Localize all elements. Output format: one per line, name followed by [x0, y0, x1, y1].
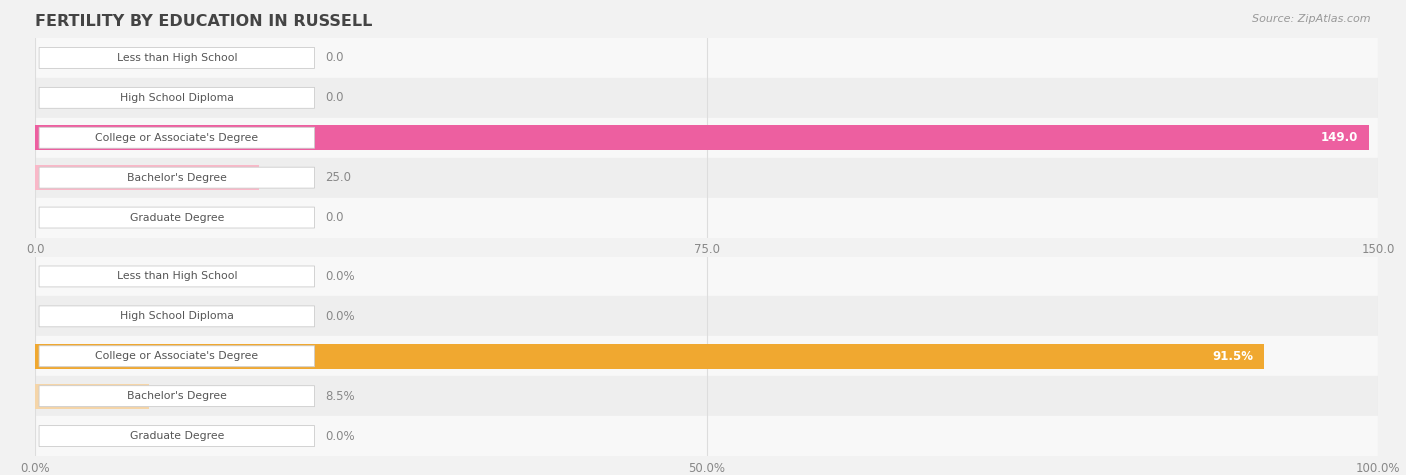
- Bar: [35, 296, 1378, 336]
- Text: 0.0: 0.0: [325, 51, 343, 65]
- Text: 0.0%: 0.0%: [325, 270, 354, 283]
- Text: College or Associate's Degree: College or Associate's Degree: [96, 351, 259, 361]
- Text: Bachelor's Degree: Bachelor's Degree: [127, 172, 226, 183]
- Text: 8.5%: 8.5%: [325, 390, 354, 403]
- FancyBboxPatch shape: [39, 167, 315, 188]
- Bar: [35, 165, 259, 190]
- Bar: [35, 256, 1378, 296]
- Text: 25.0: 25.0: [325, 171, 352, 184]
- Text: Less than High School: Less than High School: [117, 53, 238, 63]
- FancyBboxPatch shape: [39, 127, 315, 148]
- Bar: [35, 198, 1378, 238]
- FancyBboxPatch shape: [39, 207, 315, 228]
- Bar: [35, 38, 1378, 78]
- Bar: [35, 78, 1378, 118]
- Text: 0.0: 0.0: [325, 211, 343, 224]
- Text: Graduate Degree: Graduate Degree: [129, 431, 224, 441]
- Bar: [35, 125, 1369, 150]
- Text: 0.0%: 0.0%: [325, 429, 354, 443]
- FancyBboxPatch shape: [39, 48, 315, 68]
- FancyBboxPatch shape: [39, 426, 315, 446]
- Text: Graduate Degree: Graduate Degree: [129, 212, 224, 223]
- FancyBboxPatch shape: [39, 266, 315, 287]
- Bar: [35, 376, 1378, 416]
- FancyBboxPatch shape: [39, 386, 315, 407]
- FancyBboxPatch shape: [39, 346, 315, 367]
- Bar: [35, 384, 149, 408]
- Text: Less than High School: Less than High School: [117, 271, 238, 282]
- Bar: [35, 344, 1264, 369]
- Bar: [35, 118, 1378, 158]
- Bar: [35, 158, 1378, 198]
- Bar: [35, 416, 1378, 456]
- Bar: [35, 336, 1378, 376]
- Text: 91.5%: 91.5%: [1212, 350, 1253, 363]
- FancyBboxPatch shape: [39, 87, 315, 108]
- FancyBboxPatch shape: [39, 306, 315, 327]
- Text: Bachelor's Degree: Bachelor's Degree: [127, 391, 226, 401]
- Text: 0.0: 0.0: [325, 91, 343, 104]
- Text: 0.0%: 0.0%: [325, 310, 354, 323]
- Text: 149.0: 149.0: [1320, 131, 1358, 144]
- Text: High School Diploma: High School Diploma: [120, 311, 233, 322]
- Text: High School Diploma: High School Diploma: [120, 93, 233, 103]
- Text: FERTILITY BY EDUCATION IN RUSSELL: FERTILITY BY EDUCATION IN RUSSELL: [35, 14, 373, 29]
- Text: College or Associate's Degree: College or Associate's Degree: [96, 133, 259, 143]
- Text: Source: ZipAtlas.com: Source: ZipAtlas.com: [1253, 14, 1371, 24]
